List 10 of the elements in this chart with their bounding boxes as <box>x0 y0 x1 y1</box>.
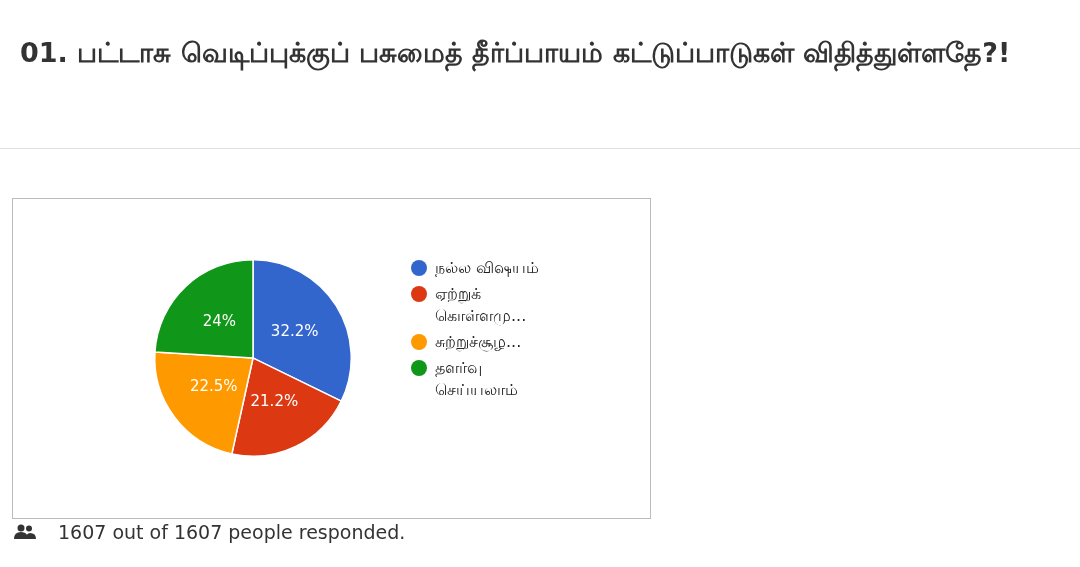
legend-label: தளர்வு செய்யலாம் <box>435 357 519 401</box>
data-label: 22.5% <box>189 377 238 396</box>
legend-label: ஏற்றுக் கொள்ளமு... <box>435 283 528 327</box>
data-label: 24% <box>202 312 237 331</box>
chart-title: 01. பட்டாசு வெடிப்புக்குப் பசுமைத் தீர்ப்பாயம் கட்டுப்பாடுகள் விதித்துள்ளதே?! <box>20 36 1012 74</box>
legend-label: நல்ல விஷயம் <box>435 257 540 279</box>
text: 1607 out of 1607 people responded. <box>58 521 406 543</box>
data-label: 32.2% <box>270 321 319 340</box>
legend-label: சுற்றுச்சூழ... <box>435 331 522 353</box>
data-label: 21.2% <box>250 392 299 411</box>
